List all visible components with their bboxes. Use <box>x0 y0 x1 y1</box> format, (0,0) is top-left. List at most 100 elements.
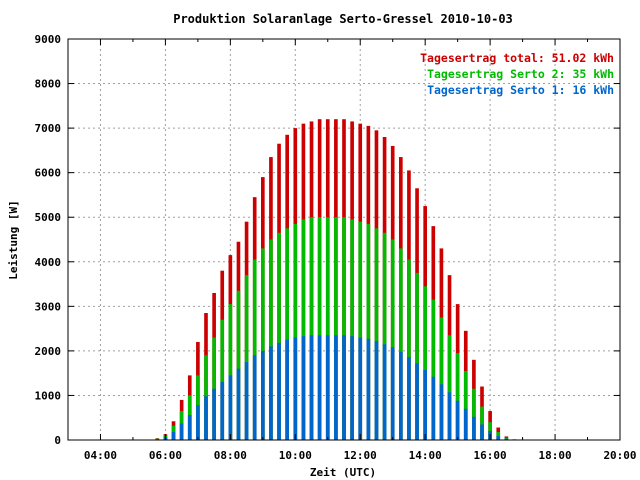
y-tick-label: 1000 <box>35 389 62 402</box>
chart-title: Produktion Solaranlage Serto-Gressel 201… <box>173 12 513 26</box>
legend-entry: Tagesertrag Serto 2: 35 kWh <box>427 67 614 81</box>
y-tick-label: 8000 <box>35 78 62 91</box>
bar <box>374 228 379 440</box>
bar <box>171 431 176 440</box>
bar <box>447 392 452 440</box>
bar <box>415 272 419 440</box>
y-tick-label: 2000 <box>35 345 62 358</box>
bar <box>334 217 338 440</box>
x-tick-label: 14:00 <box>409 449 442 462</box>
bar <box>480 406 484 440</box>
bar <box>277 232 281 440</box>
legend: Tagesertrag total: 51.02 kWh Tagesertrag … <box>420 51 614 97</box>
plot-frame <box>67 38 621 441</box>
bar <box>472 416 476 440</box>
bar <box>399 351 403 440</box>
bar <box>447 335 452 440</box>
y-axis-label: Leistung [W] <box>7 200 20 279</box>
legend-entry: Tagesertrag Serto 1: 16 kWh <box>427 83 614 97</box>
bar <box>277 342 281 440</box>
y-tick-label: 5000 <box>35 211 62 224</box>
bar <box>407 357 411 440</box>
bar <box>187 415 192 440</box>
bar <box>317 217 322 440</box>
bar <box>423 370 427 440</box>
x-tick-label: 06:00 <box>149 449 182 462</box>
bar <box>252 355 257 440</box>
bar <box>358 221 363 440</box>
bar <box>382 232 387 440</box>
bar <box>407 259 411 440</box>
bar <box>309 335 314 440</box>
legend-entry: Tagesertrag total: 51.02 kWh <box>420 51 614 65</box>
bar <box>293 223 298 440</box>
x-tick-label: 10:00 <box>279 449 312 462</box>
bar <box>325 335 330 440</box>
bar <box>390 239 395 440</box>
bar <box>261 350 265 440</box>
bar <box>342 217 346 440</box>
x-tick-label: 20:00 <box>603 449 636 462</box>
y-tick-label: 6000 <box>35 167 62 180</box>
y-tick-label: 0 <box>54 434 61 447</box>
bar <box>358 337 363 440</box>
y-tick-label: 9000 <box>35 33 62 46</box>
bar <box>261 248 265 440</box>
bar <box>504 438 509 440</box>
bar <box>317 335 322 440</box>
bar <box>455 400 460 440</box>
y-tick-label: 3000 <box>35 300 62 313</box>
bar <box>196 405 200 440</box>
bar <box>220 382 225 440</box>
x-tick-label: 18:00 <box>538 449 571 462</box>
bar <box>285 228 289 440</box>
bar <box>390 347 395 440</box>
bar <box>334 335 338 440</box>
bar <box>374 341 379 440</box>
x-tick-label: 08:00 <box>214 449 247 462</box>
bar <box>252 259 257 440</box>
bar <box>399 248 403 440</box>
bar <box>350 336 354 440</box>
y-tick-label: 7000 <box>35 122 62 135</box>
x-tick-label: 04:00 <box>84 449 117 462</box>
bar <box>269 346 273 440</box>
bar <box>236 290 241 440</box>
bar <box>309 217 314 440</box>
x-axis-label: Zeit (UTC) <box>310 466 376 479</box>
bar <box>496 435 501 440</box>
bar <box>269 239 273 440</box>
bar <box>244 275 249 440</box>
y-tick-label: 4000 <box>35 256 62 269</box>
bar <box>415 363 419 440</box>
bar <box>301 336 306 440</box>
bar <box>350 219 354 440</box>
bar <box>455 353 460 440</box>
bar <box>325 217 330 440</box>
bar <box>342 335 346 440</box>
bar <box>480 424 484 440</box>
bar <box>228 304 233 440</box>
bar <box>366 223 371 440</box>
bar <box>236 368 241 440</box>
bar <box>423 286 427 440</box>
bar <box>244 362 249 440</box>
bar <box>382 344 387 440</box>
bar <box>179 423 184 440</box>
bar <box>431 376 436 440</box>
bar <box>472 388 476 440</box>
x-axis-ticks: 04:00 06:00 08:00 10:00 12:00 14:00 16:00 18:00… <box>67 39 637 462</box>
bar <box>212 388 216 440</box>
bar <box>431 299 436 440</box>
x-tick-label: 16:00 <box>474 449 507 462</box>
bar <box>366 338 371 440</box>
bar <box>220 319 225 440</box>
bars-layer <box>155 119 517 441</box>
bar <box>463 408 468 440</box>
x-tick-label: 12:00 <box>344 449 377 462</box>
bar <box>204 396 208 440</box>
bar <box>439 317 444 440</box>
bar <box>228 375 233 440</box>
bar <box>301 219 306 440</box>
